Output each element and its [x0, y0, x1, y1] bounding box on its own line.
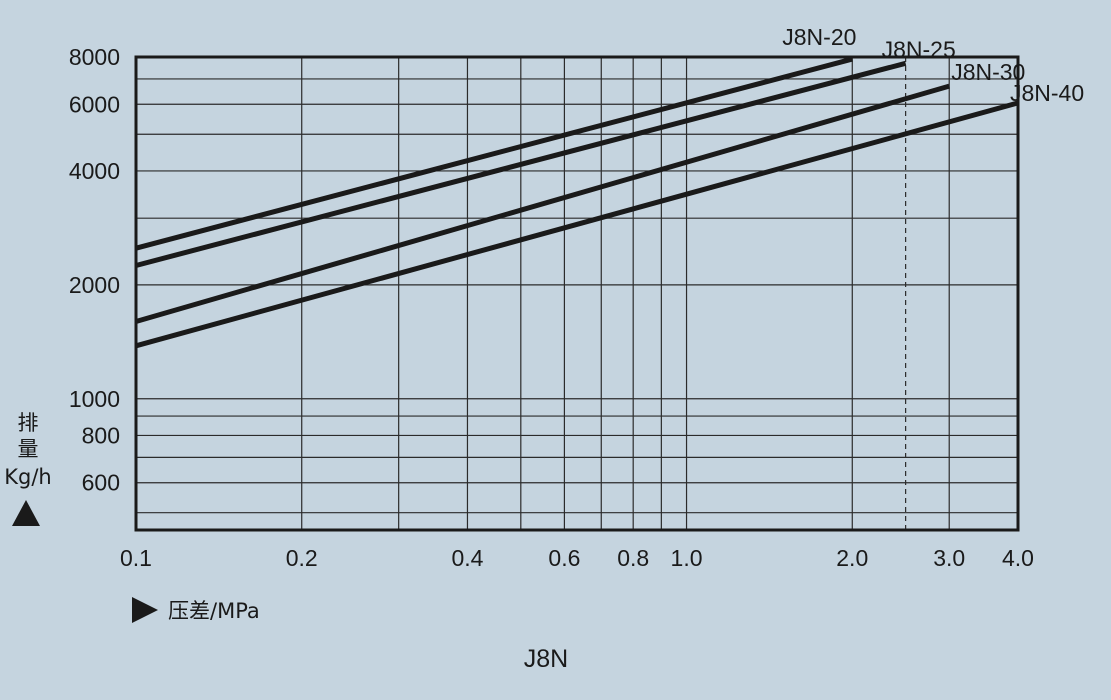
series-label: J8N-40	[1010, 80, 1084, 106]
x-tick-label: 0.1	[120, 545, 152, 571]
x-tick-label: 2.0	[836, 545, 868, 571]
x-tick-label: 0.6	[548, 545, 580, 571]
grid-layer	[136, 57, 1018, 530]
y-axis-label-line-2: 量	[18, 437, 39, 461]
label-layer: 0.1 0.2 0.4 0.6 0.8 1.0 2.0 3.0 4.0 600 800 1000 200…	[69, 24, 1084, 571]
y-tick-label: 1000	[69, 386, 120, 412]
series-label: J8N-25	[882, 36, 956, 62]
x-tick-label: 4.0	[1002, 545, 1034, 571]
series-line-j8n-30	[135, 83, 950, 324]
x-tick-label: 0.2	[286, 545, 318, 571]
y-axis-arrow-icon	[12, 500, 40, 526]
y-tick-label: 800	[82, 422, 120, 448]
y-tick-label: 4000	[69, 158, 120, 184]
y-tick-label: 600	[82, 470, 120, 496]
x-tick-label: 1.0	[671, 545, 703, 571]
y-tick-label: 2000	[69, 272, 120, 298]
y-tick-label: 6000	[69, 91, 120, 117]
plot-frame	[134, 55, 1020, 532]
series-line-j8n-40	[135, 100, 1019, 349]
x-tick-label: 0.8	[617, 545, 649, 571]
series-layer	[135, 56, 1019, 349]
series-line-j8n-25	[135, 60, 907, 268]
y-axis-label-line-3: Kg/h	[4, 465, 52, 489]
series-line-j8n-20	[135, 56, 853, 251]
x-tick-label: 3.0	[933, 545, 965, 571]
x-axis-label: 压差/MPa	[168, 599, 260, 623]
chart-title: J8N	[524, 645, 568, 673]
series-label: J8N-20	[782, 24, 856, 50]
y-axis-label-line-1: 排	[18, 411, 39, 435]
x-axis-arrow-icon	[132, 597, 158, 623]
y-tick-label: 8000	[69, 44, 120, 70]
series-label: J8N-30	[951, 59, 1025, 85]
x-tick-label: 0.4	[451, 545, 483, 571]
